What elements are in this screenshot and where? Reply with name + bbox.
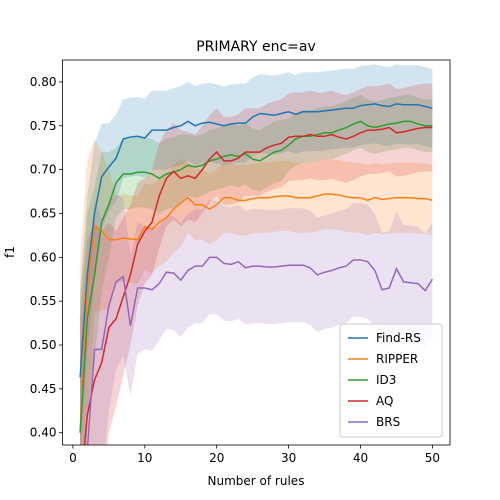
y-tick-label: 0.65	[30, 206, 57, 220]
chart-title: PRIMARY enc=av	[196, 39, 316, 55]
x-tick-label: 30	[281, 451, 296, 465]
y-axis-label: f1	[3, 246, 17, 258]
error-band	[80, 95, 433, 445]
axes-frame	[62, 59, 451, 446]
series-line	[79, 120, 433, 433]
error-band	[80, 194, 433, 445]
y-tick-label: 0.45	[30, 382, 57, 396]
x-tick-label: 20	[209, 451, 224, 465]
legend-box	[339, 323, 443, 438]
legend: Find-RS RIPPER ID3 AQ BRS	[339, 323, 443, 438]
series-line	[86, 256, 434, 445]
x-axis-label: Number of rules	[208, 474, 305, 488]
x-tick-label: 40	[353, 451, 368, 465]
x-tick-label: 0	[69, 451, 77, 465]
series-line	[79, 193, 433, 433]
plot-area	[79, 64, 434, 445]
legend-label: ID3	[376, 373, 396, 387]
legend-label: AQ	[376, 394, 393, 408]
y-tick-label: 0.70	[30, 163, 57, 177]
y-tick-label: 0.40	[30, 426, 57, 440]
y-tick-label: 0.60	[30, 250, 57, 264]
y-tick-label: 0.75	[30, 119, 57, 133]
y-tick-label: 0.55	[30, 294, 57, 308]
legend-label: RIPPER	[376, 352, 418, 366]
series-line	[83, 126, 433, 445]
y-tick-label: 0.80	[30, 75, 57, 89]
series-line	[79, 103, 433, 378]
x-tick-label: 50	[425, 451, 440, 465]
error-band	[80, 64, 433, 445]
legend-label: Find-RS	[376, 331, 421, 345]
x-tick-label: 10	[137, 451, 152, 465]
legend-label: BRS	[376, 415, 400, 429]
y-tick-label: 0.50	[30, 338, 57, 352]
